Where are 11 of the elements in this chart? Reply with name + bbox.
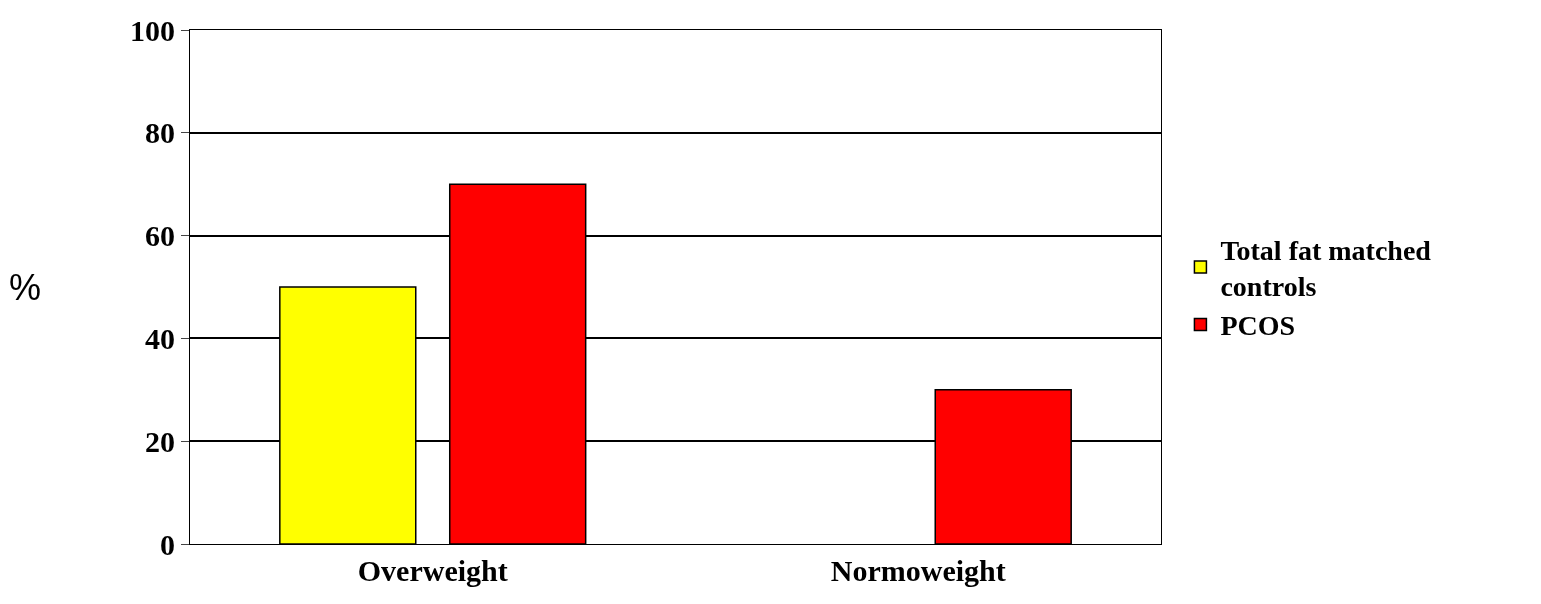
legend-label: Total fat matched controls [1220,234,1432,303]
y-tick-label: 100 [130,13,175,47]
y-tick-label: 20 [145,424,175,458]
y-tick-label: 60 [145,219,175,253]
y-tick-label: 0 [160,527,175,561]
y-tick-label: 40 [145,321,175,355]
y-tick-label: 80 [145,116,175,150]
legend-label: PCOS [1220,310,1296,342]
y-axis-title: % [9,267,42,308]
x-tick-label: Overweight [357,554,508,587]
x-tick-label: Normoweight [830,554,1006,587]
